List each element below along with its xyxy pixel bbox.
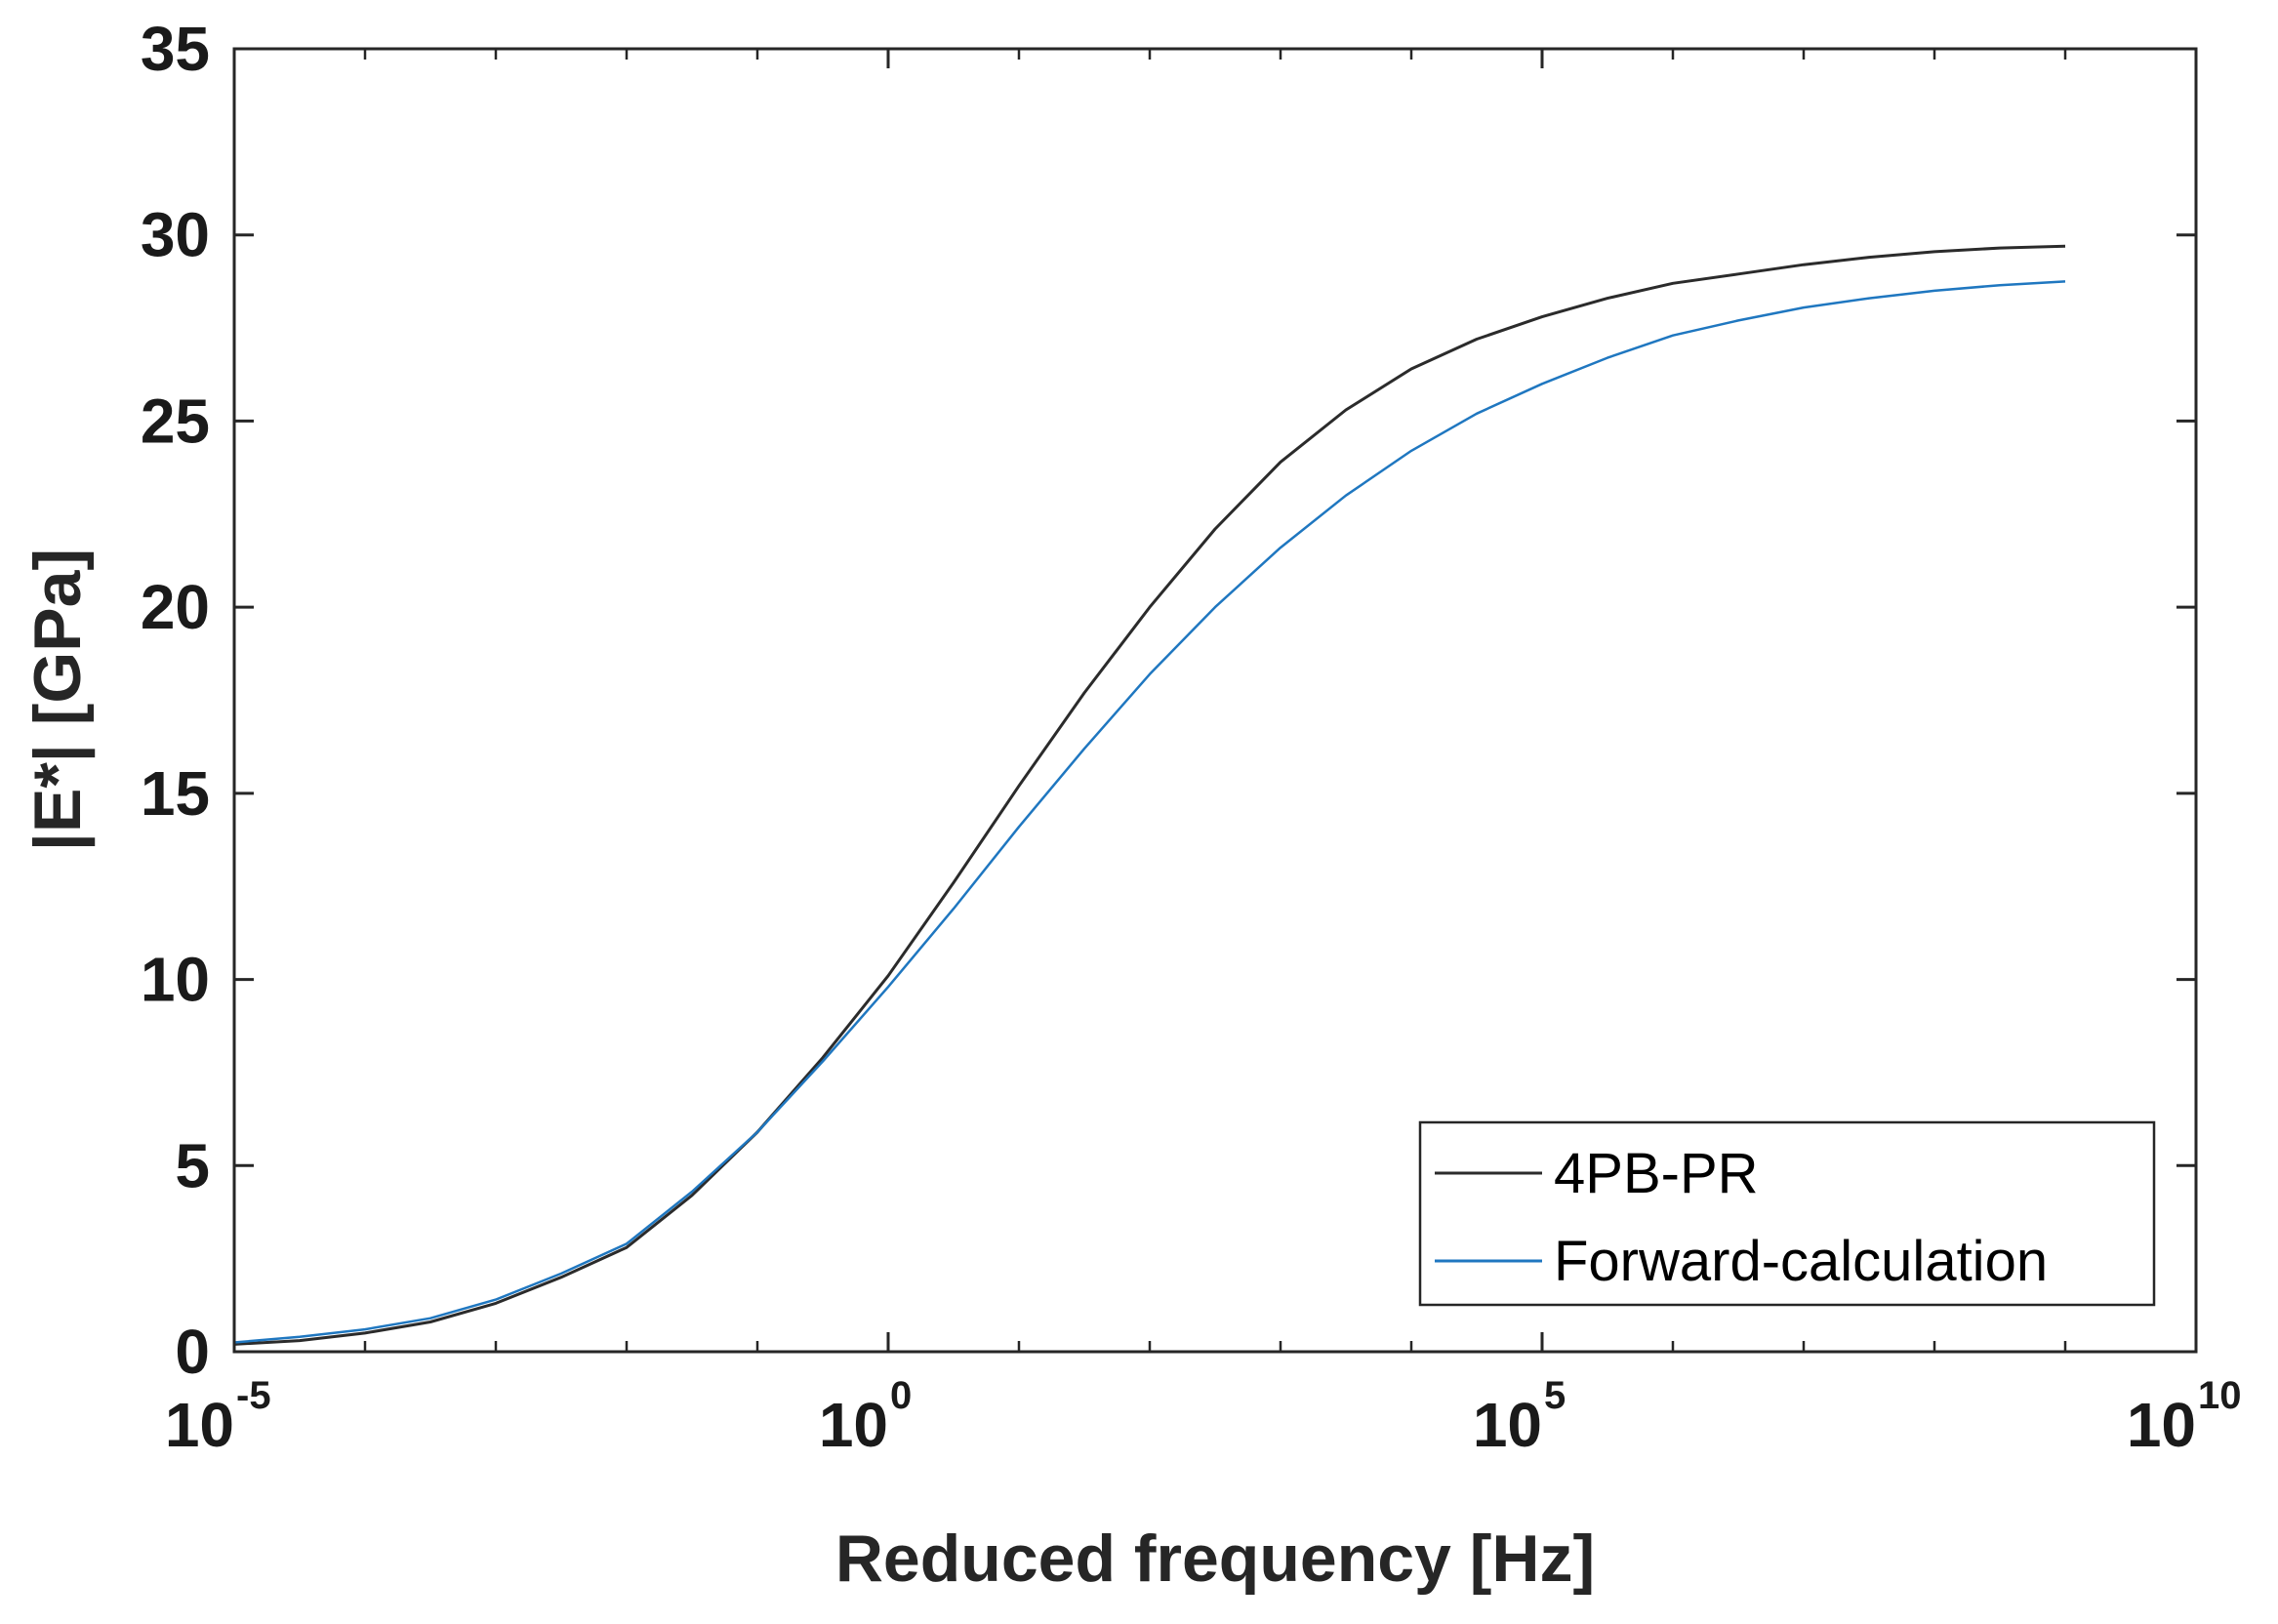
x-tick-label-base: 10 xyxy=(1473,1390,1542,1460)
x-tick-label-base: 10 xyxy=(165,1390,234,1460)
x-tick-label: 10 10 xyxy=(2127,1374,2242,1460)
y-tick-label: 20 xyxy=(141,572,210,642)
series-line-4pb-pr xyxy=(233,244,2066,1346)
x-tick-label: 10 -5 xyxy=(165,1374,271,1460)
y-tick-label: 35 xyxy=(141,14,210,84)
series-line-forward-calculation xyxy=(233,280,2066,1344)
x-axis-title: Reduced frequency [Hz] xyxy=(835,1522,1595,1596)
legend-label-4pb-pr: 4PB-PR xyxy=(1554,1142,1759,1205)
series-layer xyxy=(233,244,2066,1346)
x-tick-label-base: 10 xyxy=(2127,1390,2196,1460)
y-axis-title: |E*| [GPa] xyxy=(20,548,96,851)
x-tick-label: 10 0 xyxy=(819,1374,912,1460)
y-tick-label: 25 xyxy=(141,386,210,456)
plot-area-frame xyxy=(232,47,2198,1354)
x-tick-label-base: 10 xyxy=(819,1390,888,1460)
y-tick-label: 5 xyxy=(175,1130,210,1200)
x-tick-label-exponent: -5 xyxy=(236,1374,271,1417)
y-tick-label: 0 xyxy=(175,1317,210,1387)
x-tick-label-exponent: 5 xyxy=(1544,1374,1566,1417)
y-tick-label: 15 xyxy=(141,758,210,829)
legend-box xyxy=(1418,1120,2156,1307)
y-tick-label: 30 xyxy=(141,200,210,270)
legend-label-forward-calculation: Forward-calculation xyxy=(1554,1230,2048,1293)
x-tick-label-exponent: 0 xyxy=(890,1374,912,1417)
x-tick-label: 10 5 xyxy=(1473,1374,1566,1460)
x-tick-label-exponent: 10 xyxy=(2198,1374,2242,1417)
y-tick-label: 10 xyxy=(141,945,210,1015)
legend: 4PB-PR Forward-calculation xyxy=(1418,1120,2156,1307)
